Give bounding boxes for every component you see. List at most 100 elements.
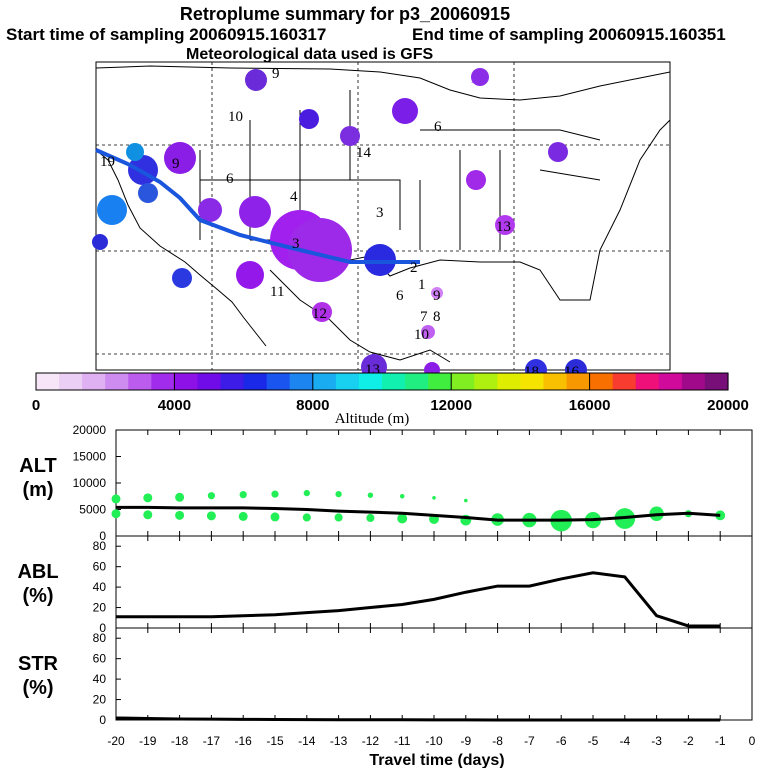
colorbar-segment xyxy=(543,373,568,390)
plume-bubble xyxy=(299,109,319,129)
plume-bubble xyxy=(245,69,267,91)
x-tick-label: -2 xyxy=(683,734,694,748)
map-day-label: 3 xyxy=(292,236,300,252)
panel-ylabel-units: (%) xyxy=(22,585,53,607)
altitude-bubble xyxy=(206,511,216,521)
y-tick-label: 10000 xyxy=(73,476,107,490)
x-tick-label: -7 xyxy=(524,734,535,748)
map-day-label: 4 xyxy=(290,189,298,205)
y-tick-label: 80 xyxy=(93,539,107,553)
panel-ylabel-units: (%) xyxy=(22,677,53,699)
colorbar-segment xyxy=(681,373,706,390)
colorbar-segment xyxy=(174,373,199,390)
colorbar-segment xyxy=(312,373,337,390)
altitude-bubble xyxy=(175,510,185,520)
map-day-label: 1 xyxy=(418,277,426,293)
plume-bubble xyxy=(164,142,196,174)
met-data-label: Meteorological data used is GFS xyxy=(186,46,434,63)
plume-bubble xyxy=(97,195,127,225)
y-tick-label: 80 xyxy=(93,631,107,645)
map-day-label: 15 xyxy=(394,105,409,121)
map-day-label: 9 xyxy=(172,156,180,172)
plume-bubble xyxy=(288,218,352,282)
colorbar-label: Altitude (m) xyxy=(335,411,410,427)
plume-bubble xyxy=(431,287,443,299)
mean-altitude-line xyxy=(116,505,721,522)
y-tick-label: 60 xyxy=(93,560,107,574)
panel-frame xyxy=(115,627,753,721)
x-tick-label: -20 xyxy=(107,734,125,748)
map-day-label: 6 xyxy=(226,171,234,187)
colorbar-segment xyxy=(612,373,637,390)
colorbar-segment xyxy=(197,373,222,390)
colorbar-tick-label: 20000 xyxy=(707,397,749,414)
x-tick-label: -9 xyxy=(460,734,471,748)
x-tick-label: -6 xyxy=(556,734,567,748)
y-tick-label: 15000 xyxy=(73,450,107,464)
x-tick-label: -14 xyxy=(298,734,316,748)
colorbar-segment xyxy=(520,373,545,390)
x-tick-label: -3 xyxy=(651,734,662,748)
altitude-bubble xyxy=(175,492,185,502)
map-day-label: 11 xyxy=(270,284,284,300)
plume-bubble xyxy=(172,268,192,288)
map-day-label: 12 xyxy=(340,128,355,144)
x-tick-label: -17 xyxy=(203,734,221,748)
altitude-bubble xyxy=(302,513,311,522)
panel-1: 80 60 40 20 0 ABL(%) xyxy=(17,535,753,635)
panel-ylabel: ABL xyxy=(17,561,58,583)
y-tick-label: 60 xyxy=(93,652,107,666)
x-tick-label: -4 xyxy=(619,734,630,748)
altitude-bubble xyxy=(367,492,374,498)
altitude-bubble xyxy=(303,489,310,497)
colorbar-segment xyxy=(243,373,268,390)
x-tick-label: -12 xyxy=(362,734,380,748)
plume-bubble xyxy=(340,126,360,146)
map-day-label: 16 xyxy=(548,146,564,162)
colorbar-segment xyxy=(635,373,660,390)
plume-track-line xyxy=(95,148,420,264)
x-tick-label: -16 xyxy=(235,734,253,748)
altitude-bubble xyxy=(334,513,343,522)
str-line xyxy=(115,716,721,722)
plume-bubble xyxy=(548,142,568,162)
plume-bubble xyxy=(471,68,489,86)
y-tick-label: 0 xyxy=(99,529,106,543)
x-axis-label: Travel time (days) xyxy=(369,752,504,768)
colorbar-segment xyxy=(428,373,452,390)
altitude-bubble xyxy=(399,494,405,499)
altitude-bubble xyxy=(271,490,279,498)
x-tick-label: -10 xyxy=(425,734,443,748)
colorbar-segment xyxy=(566,373,591,390)
map-borders xyxy=(95,65,671,363)
x-tick-label: 0 xyxy=(749,734,756,748)
colorbar-tick-label: 16000 xyxy=(569,397,611,414)
y-tick-label: 20 xyxy=(93,601,107,615)
altitude-colorbar: 0 4000 8000 12000 16000 20000 Altitude (m) xyxy=(32,372,749,427)
x-tick-label: -15 xyxy=(266,734,284,748)
plume-bubble xyxy=(466,170,486,190)
colorbar-segment xyxy=(105,373,129,390)
map-day-label: 19 xyxy=(100,154,115,170)
map-day-label: 17 xyxy=(470,71,486,87)
plume-bubble xyxy=(236,261,264,289)
altitude-bubble xyxy=(207,492,215,500)
map-day-label: 13 xyxy=(298,113,313,129)
map-day-label: 10 xyxy=(228,109,243,125)
time-series-panels: 20000150001000050000ALT(m)806040200ABL(%… xyxy=(17,423,755,768)
altitude-bubble xyxy=(111,509,121,519)
map-day-label: 14 xyxy=(356,145,372,161)
plume-bubble xyxy=(126,143,144,161)
map-day-label: 3 xyxy=(376,205,384,221)
colorbar-segment xyxy=(497,373,521,390)
altitude-bubble xyxy=(111,494,121,504)
panel-ylabel-units: (m) xyxy=(22,479,53,501)
altitude-bubble xyxy=(397,513,408,524)
map-day-label: 8 xyxy=(433,309,441,325)
x-tick-label: -19 xyxy=(139,734,157,748)
colorbar-segment xyxy=(335,373,360,390)
x-tick-label: -11 xyxy=(394,734,411,748)
altitude-bubble xyxy=(270,512,280,522)
x-tick-label: -13 xyxy=(330,734,348,748)
